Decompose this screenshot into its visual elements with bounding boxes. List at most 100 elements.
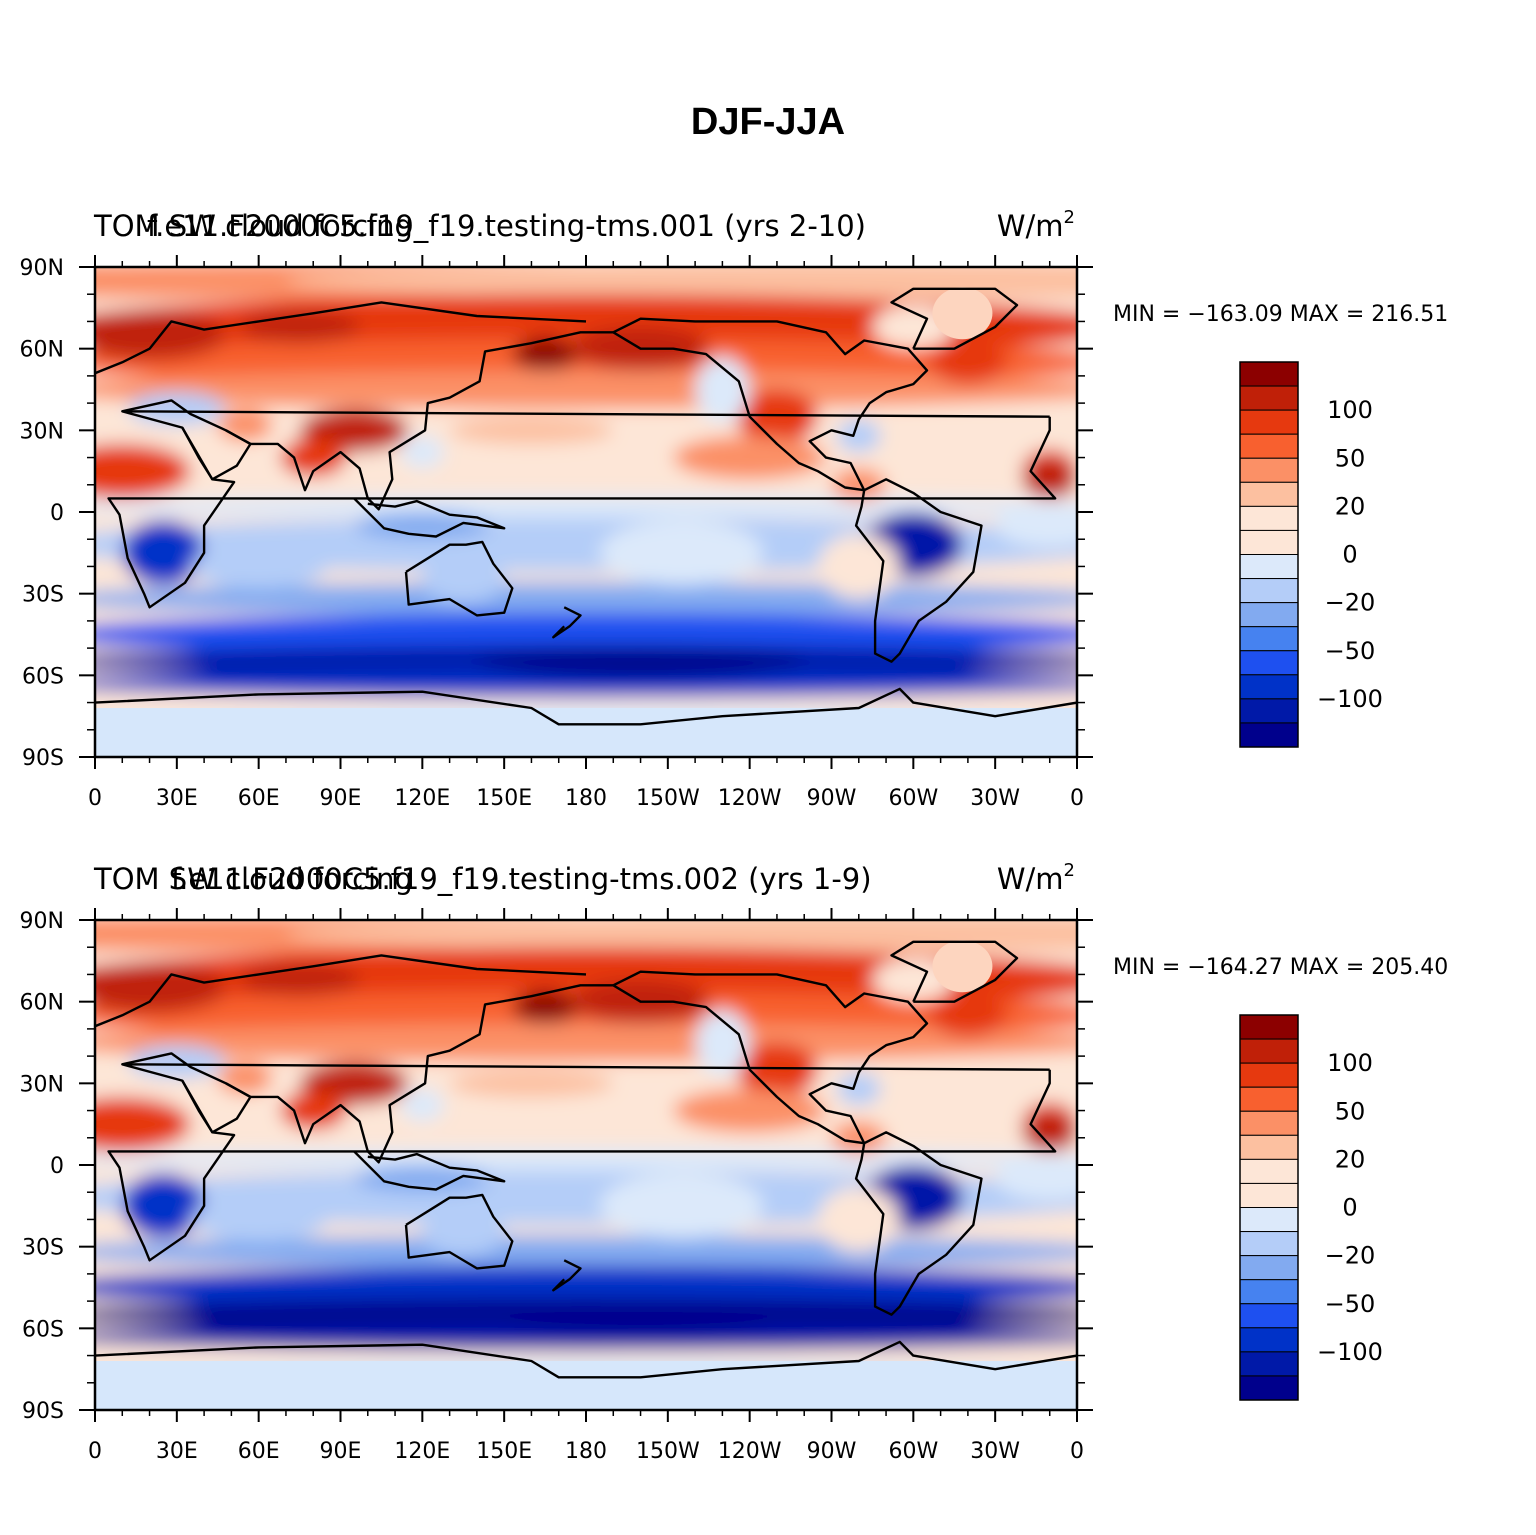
x-tick-label: 30W [970, 786, 1020, 811]
x-tick-label: 0 [1070, 786, 1084, 811]
colorbar-box [1239, 698, 1299, 724]
colorbar-label: 20 [1335, 1145, 1366, 1173]
panel-1-map [95, 267, 1077, 757]
panel-2-variable-label: TOM SW cloud forcing [93, 862, 413, 896]
panel-2-minmax-stats: MIN = −164.27 MAX = 205.40 [1113, 955, 1448, 980]
colorbar-box [1239, 1351, 1299, 1377]
panel-2-case-label: f.e11.F2000C5.f19_f19.testing-tms.002 (y… [171, 862, 872, 896]
colorbar-frame [1239, 361, 1299, 748]
colorbar-box [1239, 385, 1299, 411]
colorbar-box [1239, 529, 1299, 555]
y-tick-label: 60S [22, 1317, 64, 1342]
colorbar-box [1239, 433, 1299, 459]
colorbar-box [1239, 1375, 1299, 1401]
x-tick-label: 30E [156, 1439, 198, 1464]
colorbar-box [1239, 1327, 1299, 1353]
colorbar-box [1239, 1158, 1299, 1184]
x-tick-label: 90W [807, 1439, 857, 1464]
y-tick-label: 30S [22, 1236, 64, 1261]
colorbar-label: −50 [1325, 1290, 1376, 1318]
x-tick-label: 150E [476, 1439, 532, 1464]
colorbar-box [1239, 361, 1299, 387]
panel-1-x-axis: 0 30E 60E 90E 120E 150E 180 150W 120W 90W 60W 30W 0 [88, 255, 1084, 811]
colorbar-box [1239, 1231, 1299, 1257]
x-tick-label: 150E [476, 786, 532, 811]
y-tick-label: 90S [22, 1399, 64, 1424]
colorbar-box [1239, 409, 1299, 435]
panel-1-coastlines [95, 287, 1077, 726]
x-tick-label: 150W [636, 1439, 700, 1464]
colorbar-label: −100 [1317, 685, 1383, 713]
colorbar-label: −20 [1325, 1242, 1376, 1270]
y-tick-label: 0 [50, 1154, 64, 1179]
panel-2-map [95, 920, 1077, 1410]
y-tick-label: 90S [22, 746, 64, 771]
colorbar-box [1239, 1038, 1299, 1064]
colorbar-box [1239, 1279, 1299, 1305]
colorbar-frame [1239, 1014, 1299, 1401]
x-tick-label: 60E [238, 786, 280, 811]
x-tick-label: 120E [394, 1439, 450, 1464]
x-tick-label: 0 [88, 786, 102, 811]
colorbar-box [1239, 1303, 1299, 1329]
colorbar-label: 100 [1327, 396, 1373, 424]
y-tick-label: 90N [20, 909, 64, 934]
colorbar-box [1239, 578, 1299, 604]
x-tick-label: 120W [718, 786, 782, 811]
colorbar-box [1239, 1086, 1299, 1112]
panel-1: f.e11.F2000C5.f19_f19.testing-tms.001 (y… [20, 207, 1449, 811]
y-tick-label: 30N [20, 1072, 64, 1097]
y-tick-label: 60N [20, 991, 64, 1016]
panel-2-contour-field [95, 920, 1077, 1410]
colorbar-label: −50 [1325, 637, 1376, 665]
colorbar-box [1239, 722, 1299, 748]
panel-2: f.e11.F2000C5.f19_f19.testing-tms.002 (y… [20, 860, 1449, 1464]
x-tick-label: 150W [636, 786, 700, 811]
panel-2-x-axis: 0 30E 60E 90E 120E 150E 180 150W 120W 90W 60W 30W 0 [88, 908, 1084, 1464]
colorbar-box [1239, 1182, 1299, 1208]
colorbar-box [1239, 554, 1299, 580]
panel-2-units-label: W/m2 [997, 860, 1075, 896]
y-tick-label: 30N [20, 419, 64, 444]
x-tick-label: 60E [238, 1439, 280, 1464]
colorbar-box [1239, 505, 1299, 531]
colorbar-label: −20 [1325, 589, 1376, 617]
colorbar-box [1239, 626, 1299, 652]
colorbar-box [1239, 1062, 1299, 1088]
colorbar-box [1239, 602, 1299, 628]
colorbar-box [1239, 1014, 1299, 1040]
panel-1-colorbar: 100 50 20 0 −20 −50 −100 [1239, 361, 1383, 748]
colorbar-box [1239, 481, 1299, 507]
x-tick-label: 90E [320, 1439, 362, 1464]
colorbar-box [1239, 457, 1299, 483]
panel-1-variable-label: TOM SW cloud forcing [93, 209, 413, 243]
x-tick-label: 0 [1070, 1439, 1084, 1464]
x-tick-label: 30W [970, 1439, 1020, 1464]
panel-1-minmax-stats: MIN = −163.09 MAX = 216.51 [1113, 302, 1448, 327]
colorbar-label: −100 [1317, 1338, 1383, 1366]
colorbar-box [1239, 1134, 1299, 1160]
colorbar-label: 0 [1342, 1194, 1357, 1222]
x-tick-label: 90E [320, 786, 362, 811]
y-tick-label: 60S [22, 664, 64, 689]
y-tick-label: 90N [20, 256, 64, 281]
colorbar-label: 0 [1342, 541, 1357, 569]
panel-1-y-axis: 90N 60N 30N 0 30S 60S 90S [20, 256, 1093, 771]
panel-1-case-label: f.e11.F2000C5.f19_f19.testing-tms.001 (y… [147, 209, 866, 243]
x-tick-label: 120W [718, 1439, 782, 1464]
colorbar-label: 50 [1335, 1097, 1366, 1125]
colorbar-box [1239, 1207, 1299, 1233]
colorbar-label: 50 [1335, 444, 1366, 472]
figure-title: DJF-JJA [691, 101, 845, 143]
colorbar-box [1239, 1110, 1299, 1136]
x-tick-label: 0 [88, 1439, 102, 1464]
colorbar-label: 20 [1335, 492, 1366, 520]
x-tick-label: 180 [565, 786, 607, 811]
colorbar-box [1239, 650, 1299, 676]
colorbar-label: 100 [1327, 1049, 1373, 1077]
colorbar-box [1239, 674, 1299, 700]
x-tick-label: 90W [807, 786, 857, 811]
x-tick-label: 30E [156, 786, 198, 811]
x-tick-label: 60W [888, 1439, 938, 1464]
